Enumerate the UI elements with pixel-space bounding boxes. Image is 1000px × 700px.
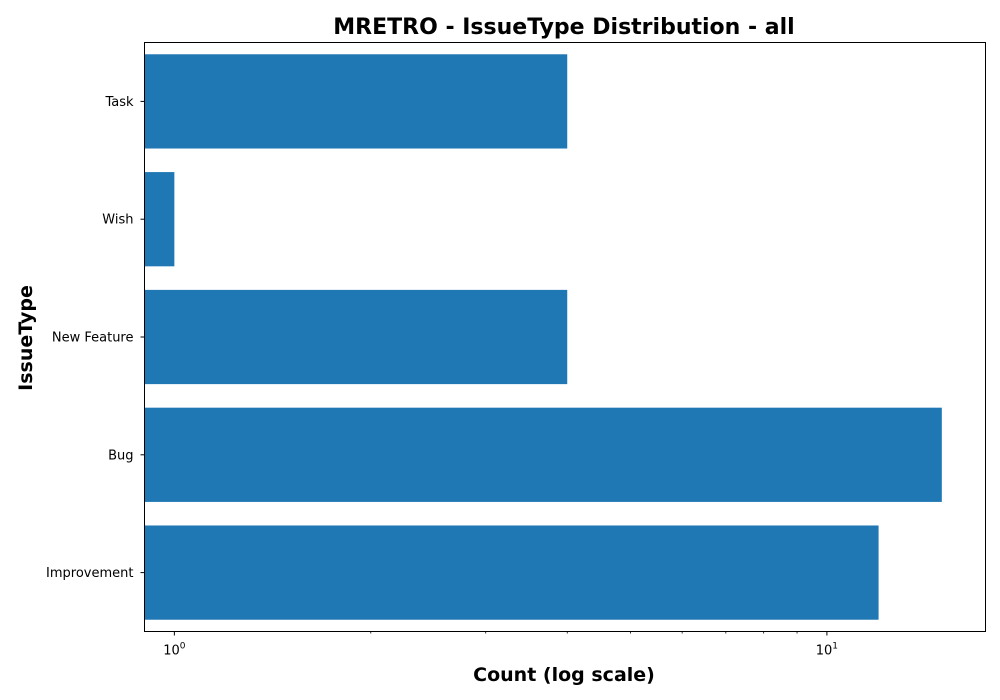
bar xyxy=(144,172,175,267)
x-tick-label: 100 xyxy=(163,642,186,659)
bars-group xyxy=(144,54,942,620)
chart-title: MRETRO - IssueType Distribution - all xyxy=(333,15,794,40)
y-tick-label: Task xyxy=(104,95,134,110)
plot-frame xyxy=(144,42,986,632)
y-tick-label: New Feature xyxy=(52,331,134,346)
y-tick-label: Bug xyxy=(108,448,133,463)
x-axis: 100 101 xyxy=(163,631,838,659)
x-axis-label: Count (log scale) xyxy=(473,664,655,686)
y-tick-label: Wish xyxy=(102,213,133,228)
y-axis-label: IssueType xyxy=(15,285,37,391)
y-tick-label: Improvement xyxy=(46,566,133,581)
bar xyxy=(144,407,942,502)
bar xyxy=(144,525,879,620)
bar xyxy=(144,54,568,149)
x-tick-label: 101 xyxy=(816,642,838,659)
bar xyxy=(144,289,568,385)
y-axis: Improvement Bug New Feature Wish Task xyxy=(46,95,145,581)
